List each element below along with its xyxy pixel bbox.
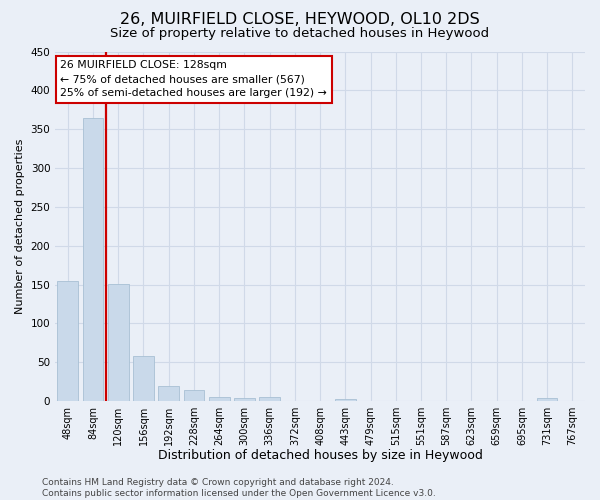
Bar — [537, 398, 557, 401]
X-axis label: Distribution of detached houses by size in Heywood: Distribution of detached houses by size … — [158, 450, 482, 462]
Bar — [58, 280, 78, 401]
Bar — [158, 386, 179, 401]
Bar — [335, 399, 356, 401]
Bar — [83, 118, 103, 401]
Text: 26 MUIRFIELD CLOSE: 128sqm
← 75% of detached houses are smaller (567)
25% of sem: 26 MUIRFIELD CLOSE: 128sqm ← 75% of deta… — [61, 60, 327, 98]
Bar — [133, 356, 154, 401]
Text: Contains HM Land Registry data © Crown copyright and database right 2024.
Contai: Contains HM Land Registry data © Crown c… — [42, 478, 436, 498]
Bar — [184, 390, 204, 401]
Y-axis label: Number of detached properties: Number of detached properties — [15, 138, 25, 314]
Bar — [209, 397, 230, 401]
Bar — [259, 397, 280, 401]
Text: Size of property relative to detached houses in Heywood: Size of property relative to detached ho… — [110, 28, 490, 40]
Text: 26, MUIRFIELD CLOSE, HEYWOOD, OL10 2DS: 26, MUIRFIELD CLOSE, HEYWOOD, OL10 2DS — [120, 12, 480, 28]
Bar — [108, 284, 128, 401]
Bar — [234, 398, 255, 401]
